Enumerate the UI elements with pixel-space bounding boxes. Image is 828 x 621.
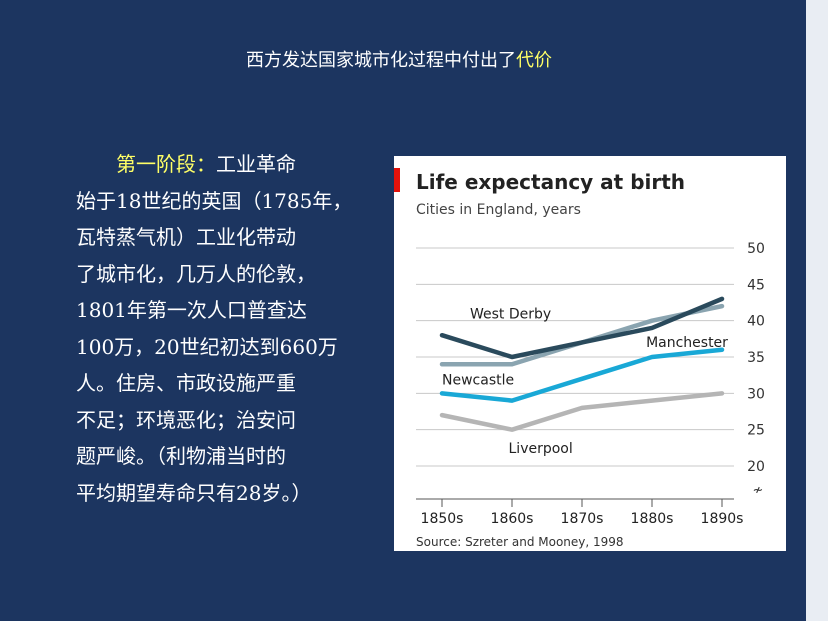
life-expectancy-chart: Life expectancy at birth Cities in Englan… [394, 168, 765, 549]
body-line: 人。住房、市政设施严重 [76, 371, 296, 395]
body-line: 了城市化，几万人的伦敦， [76, 261, 316, 286]
y-tick-label: 45 [747, 277, 765, 293]
y-tick-label: 35 [747, 350, 765, 366]
x-tick-label: 1870s [561, 511, 604, 527]
slide-title: 西方发达国家城市化过程中付出了代价 [246, 46, 552, 72]
body-line: 第一阶段：工业革命 [76, 146, 376, 183]
x-tick-label: 1860s [491, 511, 534, 527]
slide-right-edge [806, 0, 828, 621]
body-text: 第一阶段：工业革命 始于18世纪的英国（1785年， 瓦特蒸气机）工业化带动 了… [76, 146, 376, 511]
y-tick-label: 25 [747, 423, 765, 439]
body-line: 瓦特蒸气机）工业化带动 [76, 225, 296, 249]
body-line: 1801年第一次人口普查达 [76, 298, 307, 322]
y-tick-label: 40 [747, 314, 765, 330]
chart-source: Source: Szreter and Mooney, 1998 [416, 535, 624, 549]
stage-label: 第一阶段： [116, 152, 216, 176]
chart-panel: Life expectancy at birth Cities in Englan… [394, 156, 786, 551]
x-tick-label: 1880s [631, 511, 674, 527]
series-line-west-derby [439, 296, 725, 360]
series-line-liverpool [439, 391, 725, 432]
body-line: 始于18世纪的英国（1785年， [76, 188, 353, 213]
y-tick-label: 50 [747, 241, 765, 257]
body-line-text: 工业革命 [216, 152, 296, 176]
y-tick-label: 20 [747, 459, 765, 475]
body-line: 100万，20世纪初达到660万 [76, 334, 338, 359]
series-label: Liverpool [509, 441, 573, 457]
series-label: Newcastle [442, 373, 514, 389]
body-line: 平均期望寿命只有28岁。） [76, 480, 312, 505]
x-tick-label: 1850s [421, 511, 464, 527]
body-line: 题严峻。（利物浦当时的 [76, 444, 286, 468]
slide-title-main: 西方发达国家城市化过程中付出了 [246, 50, 516, 71]
slide-title-highlight: 代价 [516, 50, 552, 71]
series-line-manchester [439, 347, 725, 403]
body-line: 不足；环境恶化；治安问 [76, 407, 296, 432]
y-tick-label: 30 [747, 386, 765, 402]
chart-subtitle: Cities in England, years [416, 202, 581, 218]
x-tick-label: 1890s [701, 511, 744, 527]
series-label: Manchester [646, 335, 728, 351]
title-accent-bar [394, 168, 400, 192]
chart-title: Life expectancy at birth [416, 170, 685, 194]
series-label: West Derby [470, 306, 551, 322]
axis-break-symbol: ≁ [753, 483, 764, 498]
